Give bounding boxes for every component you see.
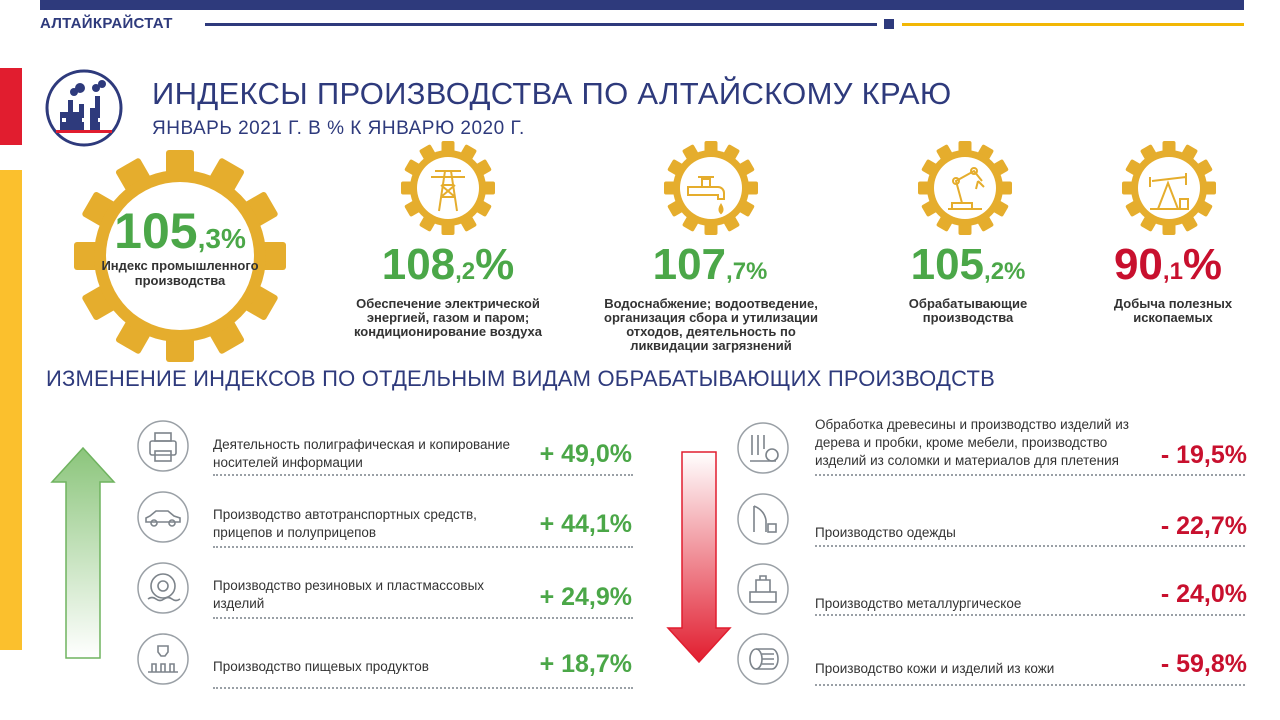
decline-label-wood: Обработка древесины и производство издел… — [815, 417, 1129, 468]
section-title: ИЗМЕНЕНИЕ ИНДЕКСОВ ПО ОТДЕЛЬНЫМ ВИДАМ ОБ… — [46, 366, 995, 391]
sewing-icon — [736, 492, 790, 546]
power-tower-icon — [401, 141, 495, 235]
robot-arm-icon — [918, 141, 1012, 235]
decline-label-metallurgy: Производство металлургическое — [815, 596, 1022, 611]
kpi-mining-label: Добыча полезных ископаемых — [1113, 296, 1233, 325]
oil-pump-icon — [1122, 141, 1216, 235]
header-rule-blue — [205, 23, 877, 26]
main-index-dec: ,3% — [197, 223, 246, 254]
page-subtitle: ЯНВАРЬ 2021 Г. В % К ЯНВАРЮ 2020 Г. — [152, 118, 525, 139]
kpi-energy-value: 108,2% — [350, 240, 546, 290]
growth-label-printing: Деятельность полиграфическая и копирован… — [213, 437, 510, 470]
tire-icon — [136, 561, 190, 615]
decline-value-clothing: - 22,7% — [1160, 512, 1247, 540]
top-bar — [40, 0, 1244, 10]
kpi-water-int: 107 — [652, 240, 727, 289]
main-index-gear — [74, 150, 286, 362]
page-title: ИНДЕКСЫ ПРОИЗВОДСТВА ПО АЛТАЙСКОМУ КРАЮ — [152, 76, 952, 111]
decline-label-clothing: Производство одежды — [815, 525, 956, 540]
row-divider — [815, 545, 1245, 547]
kpi-water-pct: % — [746, 258, 768, 285]
kpi-mining-pct: % — [1182, 240, 1223, 289]
growth-value-vehicles: + 44,1% — [539, 510, 632, 538]
kpi-manufacturing-value: 105,2% — [868, 240, 1068, 290]
growth-label-rubber: Производство резиновых и пластмассовых и… — [213, 578, 485, 611]
decline-arrow-icon — [666, 451, 732, 664]
growth-arrow-icon — [50, 446, 116, 659]
car-icon — [136, 490, 190, 544]
kpi-mining-value: 90,1% — [1078, 240, 1258, 290]
factory-icon — [44, 68, 124, 148]
bottling-line-icon — [136, 632, 190, 686]
decline-label-leather: Производство кожи и изделий из кожи — [815, 661, 1055, 676]
kpi-water-value: 107,7% — [610, 240, 810, 290]
printer-icon — [136, 419, 190, 473]
kpi-energy-int: 108 — [381, 240, 456, 289]
leather-roll-icon — [736, 632, 790, 686]
water-tap-icon — [664, 141, 758, 235]
row-divider — [815, 684, 1245, 686]
kpi-mining-dec: ,1 — [1162, 258, 1183, 285]
side-accent-red — [0, 68, 22, 145]
kpi-manufacturing-dec: ,2 — [984, 258, 1005, 285]
kpi-manufacturing-int: 105 — [910, 240, 985, 289]
wood-saw-icon — [736, 421, 790, 475]
kpi-energy-label: Обеспечение электрической энергией, газо… — [353, 296, 543, 339]
decline-value-metallurgy: - 24,0% — [1160, 580, 1247, 608]
main-index-int: 105 — [114, 203, 198, 259]
row-divider — [815, 614, 1245, 616]
kpi-water-label: Водоснабжение; водоотведение, организаци… — [604, 296, 818, 353]
side-accent-gold — [0, 170, 22, 650]
main-index-label: Индекс промышленного производства — [101, 258, 259, 288]
kpi-manufacturing-label: Обрабатывающие производства — [908, 296, 1028, 325]
growth-label-vehicles: Производство автотранспортных средств, п… — [213, 507, 477, 540]
header-rule-square — [884, 19, 894, 29]
metal-works-icon — [736, 562, 790, 616]
kpi-energy-pct: % — [475, 240, 515, 289]
kpi-mining-int: 90 — [1113, 240, 1163, 289]
growth-value-printing: + 49,0% — [539, 440, 632, 468]
decline-value-leather: - 59,8% — [1160, 650, 1247, 678]
growth-value-rubber: + 24,9% — [539, 583, 632, 611]
decline-value-wood: - 19,5% — [1160, 441, 1247, 469]
kpi-energy-dec: ,2 — [455, 258, 476, 285]
row-divider — [815, 474, 1245, 476]
row-divider — [213, 687, 633, 689]
row-divider — [213, 546, 633, 548]
main-index-value: 105,3% — [88, 202, 272, 260]
growth-value-food: + 18,7% — [539, 650, 632, 678]
kpi-water-dec: ,7 — [726, 258, 747, 285]
agency-name: АЛТАЙКРАЙСТАТ — [40, 15, 173, 32]
row-divider — [213, 474, 633, 476]
row-divider — [213, 617, 633, 619]
kpi-manufacturing-pct: % — [1004, 258, 1026, 285]
header-rule-gold — [902, 23, 1244, 26]
growth-label-food: Производство пищевых продуктов — [213, 659, 429, 674]
